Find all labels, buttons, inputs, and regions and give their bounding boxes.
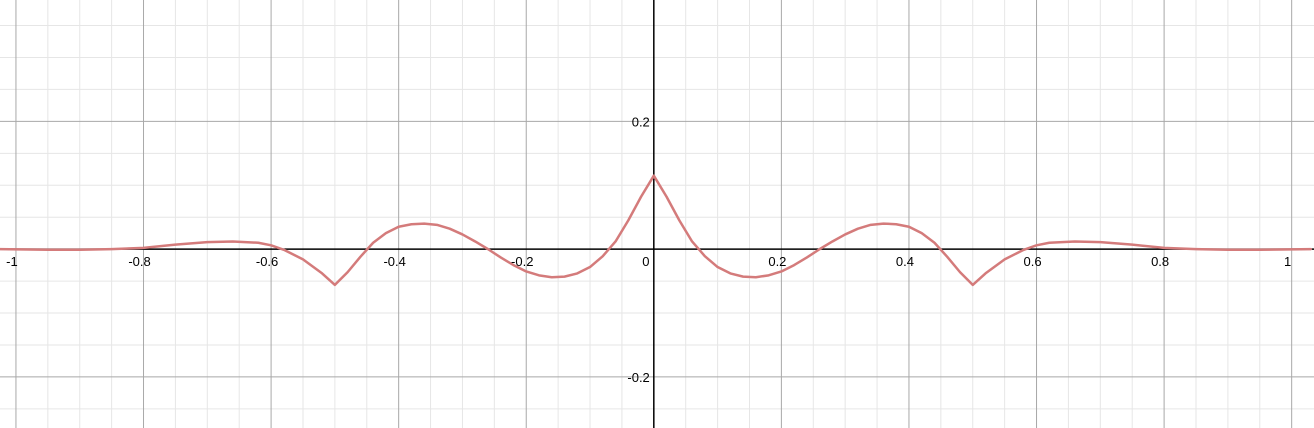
y-tick-label: 0.2 — [632, 114, 650, 129]
x-tick-label: -0.2 — [511, 254, 533, 269]
x-tick-label: 1 — [1284, 254, 1291, 269]
y-tick-label: -0.2 — [627, 370, 649, 385]
x-tick-label: 0.6 — [1023, 254, 1041, 269]
x-tick-label: 0 — [642, 254, 649, 269]
series-layer — [0, 174, 1313, 287]
tick-labels: -1 -0.8 -0.6 -0.4 -0.2 0 0.2 0.4 0.6 0.8 1 0.2 -0.2 — [6, 114, 1291, 385]
x-tick-label: 0.8 — [1151, 254, 1169, 269]
x-tick-label: -0.6 — [256, 254, 278, 269]
x-tick-label: -1 — [6, 254, 18, 269]
x-tick-label: -0.4 — [383, 254, 405, 269]
x-tick-label: 0.4 — [896, 254, 914, 269]
x-tick-label: -0.8 — [128, 254, 150, 269]
x-tick-label: 0.2 — [768, 254, 786, 269]
series-line — [0, 174, 1313, 287]
